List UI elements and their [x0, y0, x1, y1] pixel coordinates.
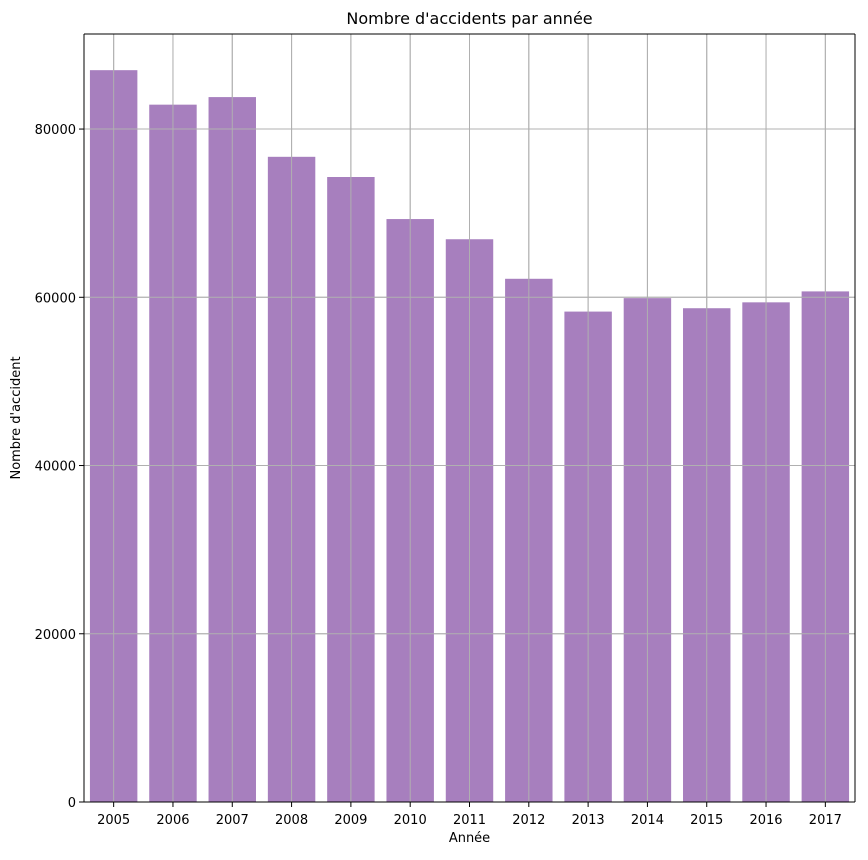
chart-title: Nombre d'accidents par année: [346, 9, 592, 28]
y-tick-label: 0: [68, 796, 76, 811]
axes: [79, 33, 856, 807]
x-tick-label: 2013: [572, 813, 605, 828]
x-tick-label: 2005: [97, 813, 130, 828]
x-tick-label: 2010: [394, 813, 427, 828]
x-tick-label: 2006: [156, 813, 189, 828]
grid-overlay: [84, 34, 855, 803]
x-tick-label: 2008: [275, 813, 308, 828]
x-tick-label: 2009: [334, 813, 367, 828]
y-axis-title: Nombre d'accident: [9, 356, 24, 479]
tick-labels: 2005 2006 2007 2008 2009 2010 2011 2012 2013 2014…: [35, 123, 842, 828]
y-tick-label: 80000: [35, 123, 76, 138]
x-tick-label: 2012: [512, 813, 545, 828]
x-tick-label: 2015: [690, 813, 723, 828]
y-tick-label: 20000: [35, 628, 76, 643]
x-tick-label: 2014: [631, 813, 664, 828]
y-tick-label: 60000: [35, 291, 76, 306]
x-tick-label: 2017: [809, 813, 842, 828]
x-tick-label: 2011: [453, 813, 486, 828]
x-tick-label: 2007: [216, 813, 249, 828]
x-axis-title: Année: [449, 831, 490, 846]
y-tick-label: 40000: [35, 460, 76, 475]
x-tick-label: 2016: [749, 813, 782, 828]
